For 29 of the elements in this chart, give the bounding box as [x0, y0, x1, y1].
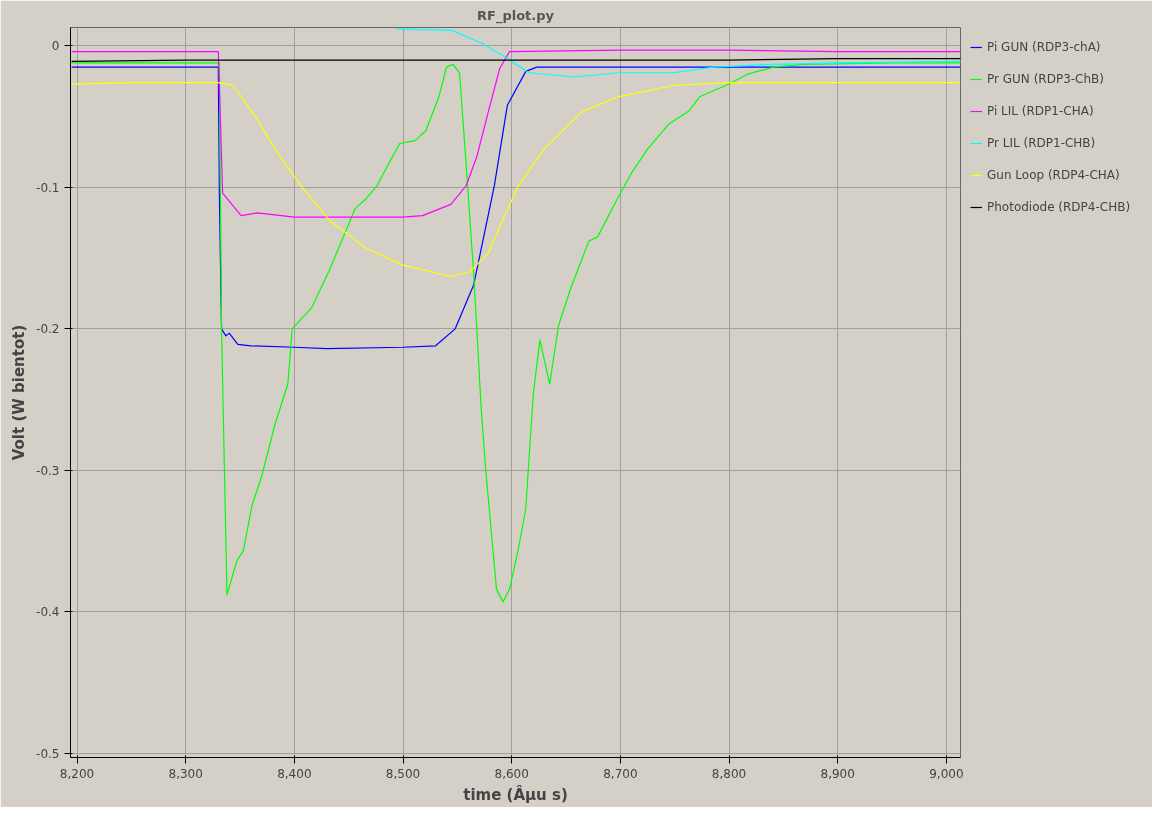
legend-label: Gun Loop (RDP4-CHA) [987, 168, 1120, 182]
y-tick-label: -0.2 [36, 322, 60, 337]
x-tick-label: 8,300 [168, 766, 203, 781]
chart-title: RF_plot.py [476, 7, 555, 24]
legend-label: Pr LIL (RDP1-CHB) [987, 136, 1096, 150]
legend-label: Pi LIL (RDP1-CHA) [987, 104, 1094, 118]
x-tick-label: 8,600 [494, 766, 529, 781]
y-tick-label: -0.5 [36, 746, 60, 761]
x-tick-label: 8,400 [277, 766, 312, 781]
x-tick-label: 8,500 [385, 766, 421, 781]
line-series [70, 82, 961, 278]
y-tick-label: 0 [51, 39, 60, 54]
x-tick-label: 9,000 [929, 766, 964, 781]
legend-label: Photodiode (RDP4-CHB) [987, 200, 1131, 214]
y-tick-label: -0.1 [36, 180, 60, 195]
legend-label: Pr GUN (RDP3-ChB) [987, 72, 1105, 86]
x-tick-label: 8,800 [711, 766, 747, 781]
y-axis-title: Volt (W bientot) [10, 324, 29, 461]
x-tick-label: 8,900 [820, 766, 855, 781]
y-tick-label: -0.3 [36, 463, 60, 478]
line-series [70, 62, 961, 603]
x-axis-title: time (Âµu s) [463, 784, 568, 804]
line-series [70, 66, 961, 350]
x-tick-label: 8,200 [59, 766, 95, 781]
line-series [395, 28, 961, 78]
legend-label: Pi GUN (RDP3-chA) [987, 40, 1101, 54]
x-tick-label: 8,700 [603, 766, 638, 781]
line-series [70, 49, 961, 218]
y-tick-label: -0.4 [36, 605, 60, 620]
